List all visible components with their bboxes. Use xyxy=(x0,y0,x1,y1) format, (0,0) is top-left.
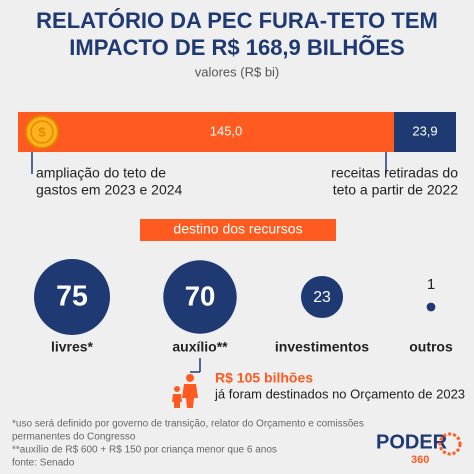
bar-segment xyxy=(394,112,456,152)
bar-segment xyxy=(18,112,395,152)
bubble xyxy=(426,302,436,312)
title-line: IMPACTO DE R$ 168,9 BILHÕES xyxy=(69,35,404,60)
annotation-text: já foram destinados no Orçamento de 2023 xyxy=(214,386,465,401)
footnote: permanentes do Congresso xyxy=(12,432,136,443)
category-label: gastos em 2023 e 2024 xyxy=(36,182,183,198)
section-title: destino dos recursos xyxy=(173,221,302,237)
category-label: livres* xyxy=(51,339,94,355)
category-label: outros xyxy=(409,339,453,355)
value-label: 1 xyxy=(427,276,435,293)
family-icon xyxy=(172,374,198,408)
footnote: *uso será definido por governo de transi… xyxy=(12,419,364,430)
logo-number: 360 xyxy=(411,454,429,466)
bubble xyxy=(34,259,110,335)
coin-icon: $ xyxy=(38,124,46,139)
annotation-title: R$ 105 bilhões xyxy=(215,370,313,386)
title-line: RELATÓRIO DA PEC FURA-TETO TEM xyxy=(36,8,438,33)
category-label: auxílio** xyxy=(172,339,228,355)
logo-name: PODER xyxy=(376,431,448,453)
value-label: 145,0 xyxy=(210,123,243,138)
value-label: 75 xyxy=(56,281,88,313)
logo-icon xyxy=(438,432,462,456)
subtitle: valores (R$ bi) xyxy=(195,64,280,79)
bubble xyxy=(163,260,237,334)
category-label: investimentos xyxy=(275,339,369,355)
value-label: 70 xyxy=(185,280,216,311)
value-label: 23 xyxy=(313,289,331,306)
footnote: fonte: Senado xyxy=(12,458,75,469)
category-label: teto a partir de 2022 xyxy=(333,182,459,198)
footnote: **auxílio de R$ 600 + R$ 150 por criança… xyxy=(12,445,277,456)
category-label: ampliação do teto de xyxy=(36,165,166,181)
bubble xyxy=(300,275,344,319)
category-label: receitas retiradas do xyxy=(331,165,458,181)
coin-icon xyxy=(30,120,54,144)
value-label: 23,9 xyxy=(412,123,437,138)
section-banner xyxy=(140,219,336,241)
